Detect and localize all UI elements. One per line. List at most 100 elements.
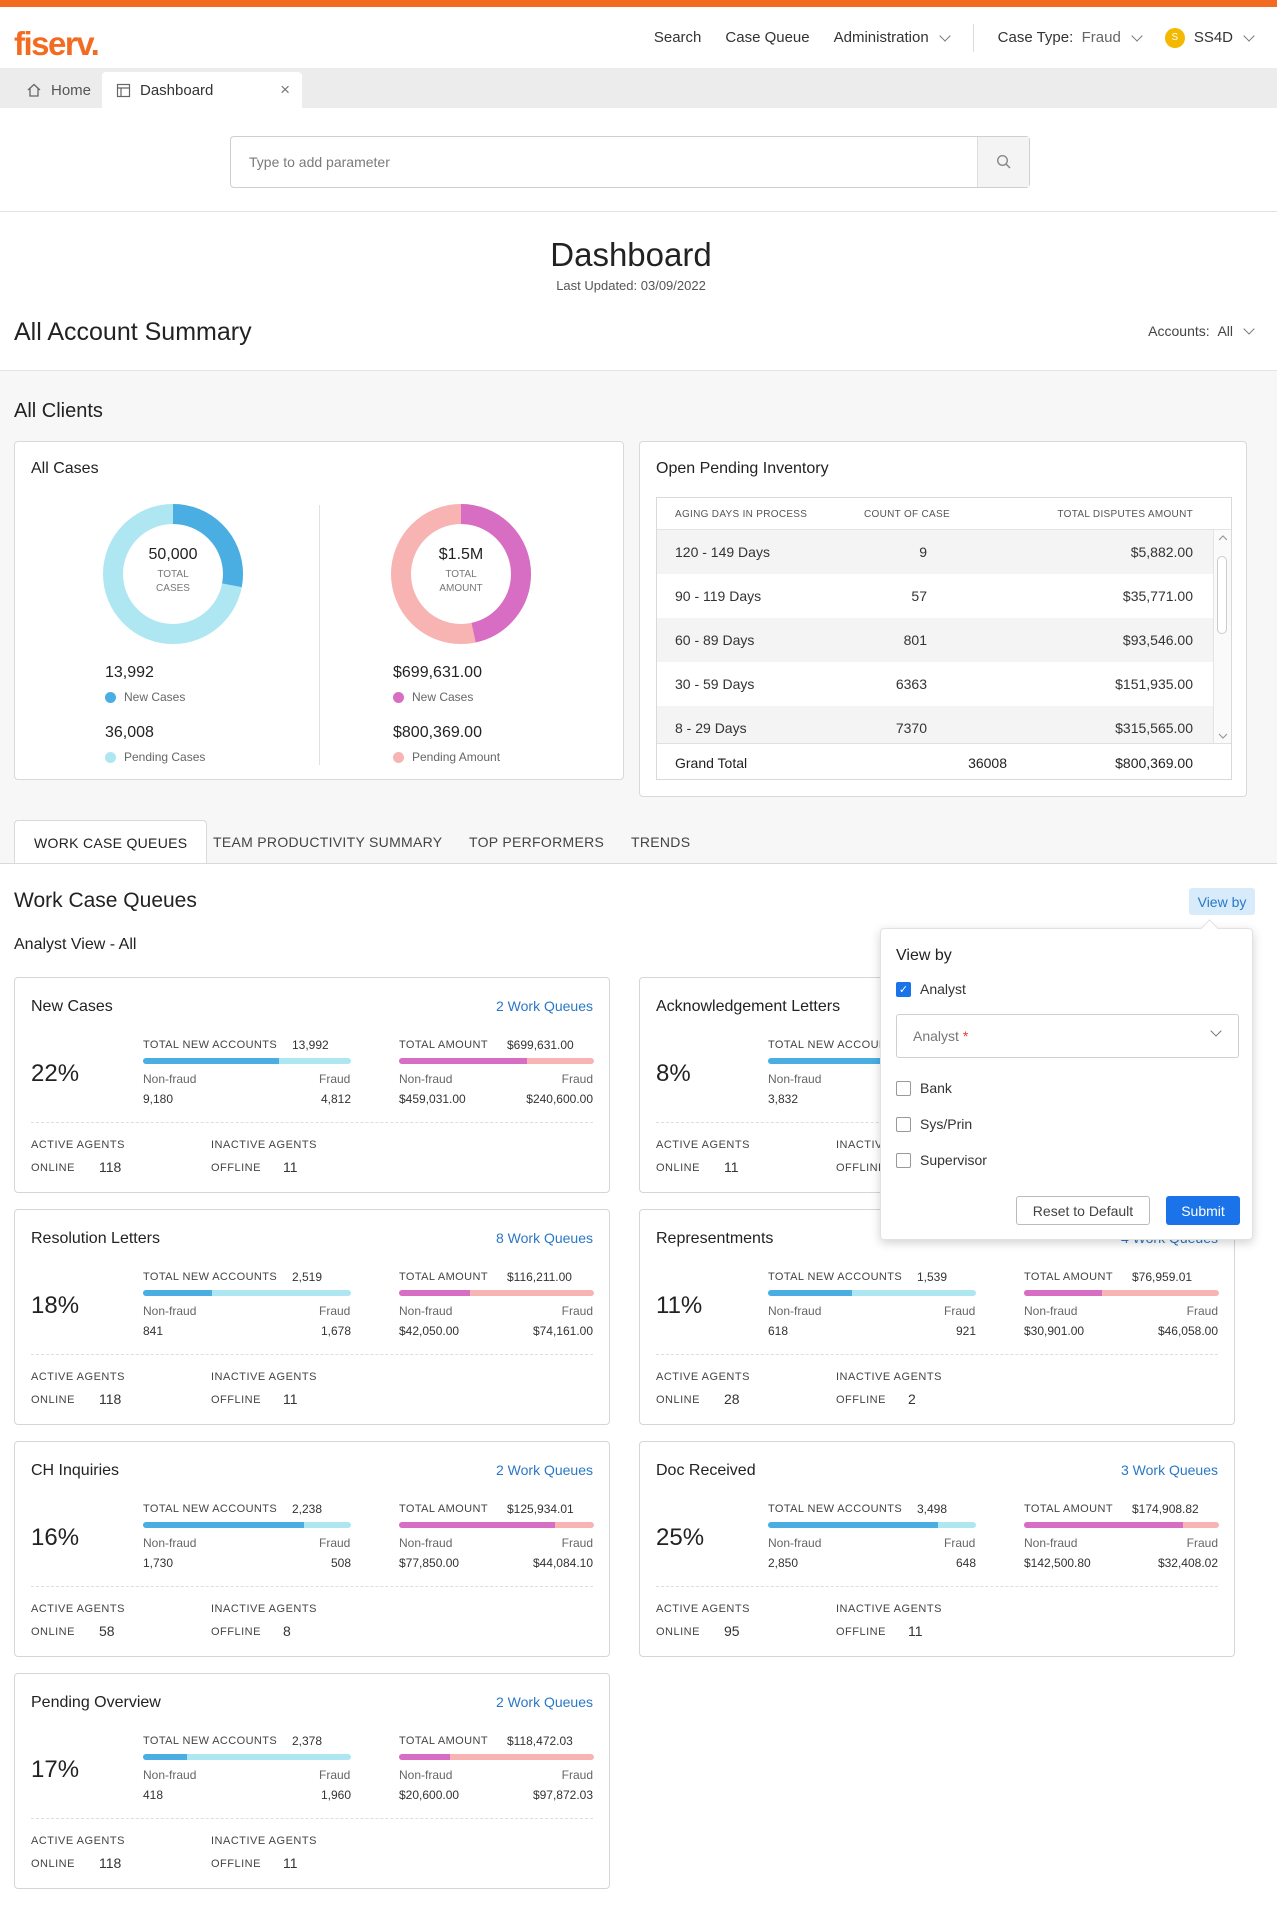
popup-title: View by (896, 947, 952, 964)
search-input[interactable] (231, 137, 979, 187)
check-icon: ✓ (896, 981, 911, 997)
new-cases-value: 13,992 (105, 664, 154, 681)
non-fraud-label: Non-fraud (1024, 1536, 1078, 1550)
queue-percent: 17% (31, 1756, 80, 1783)
count-split-bar (768, 1058, 976, 1064)
checkbox-box (896, 1116, 911, 1132)
work-queues-link[interactable]: 8 Work Queues (495, 1230, 593, 1246)
accounts-filter[interactable]: Accounts: All (1148, 323, 1255, 339)
table-footer: Grand Total 36008 $800,369.00 (657, 743, 1231, 779)
brand-stripe (0, 0, 1277, 7)
online-count: 118 (99, 1855, 122, 1871)
total-new-label: TOTAL NEW ACCOUNTS (768, 1039, 903, 1051)
online-label: ONLINE (31, 1162, 75, 1174)
non-fraud-count: 1,730 (143, 1556, 174, 1570)
amount-split-bar (399, 1058, 594, 1064)
queue-card[interactable]: Doc Received 3 Work Queues 25% TOTAL NEW AC… (639, 1441, 1235, 1657)
view-by-button[interactable]: View by (1189, 888, 1255, 915)
tab-work-case-queues[interactable]: WORK CASE QUEUES (14, 820, 208, 864)
work-queues-link[interactable]: 3 Work Queues (1120, 1462, 1218, 1478)
row-amount: $35,771.00 (1122, 588, 1193, 604)
row-amount: $5,882.00 (1130, 544, 1193, 560)
queue-title: Resolution Letters (31, 1230, 160, 1247)
queue-card[interactable]: CH Inquiries 2 Work Queues 16% TOTAL NEW AC… (14, 1441, 610, 1657)
table-row[interactable]: 90 - 119 Days 57 $35,771.00 (657, 574, 1213, 618)
non-fraud-count: 9,180 (143, 1092, 174, 1106)
analyst-label: Analyst (920, 981, 966, 997)
non-fraud-amount: $77,850.00 (399, 1556, 460, 1570)
fraud-amount: $74,161.00 (532, 1324, 593, 1338)
tab-dashboard[interactable]: Dashboard × (102, 72, 302, 108)
analyst-checkbox[interactable]: ✓ Analyst (896, 981, 966, 997)
case-type-dropdown[interactable]: Case Type: Fraud (998, 29, 1143, 46)
nav-administration[interactable]: Administration (833, 29, 951, 46)
offline-label: OFFLINE (211, 1394, 261, 1406)
total-amount-value: $76,959.01 (1132, 1270, 1193, 1284)
table-row[interactable]: 30 - 59 Days 6363 $151,935.00 (657, 662, 1213, 706)
work-queues-link[interactable]: 2 Work Queues (495, 998, 593, 1014)
pending-amount-value: $800,369.00 (393, 724, 482, 741)
total-new-label: TOTAL NEW ACCOUNTS (143, 1039, 278, 1051)
bank-checkbox[interactable]: Bank (896, 1080, 952, 1096)
header-count: COUNT OF CASE (864, 509, 950, 520)
nav-search[interactable]: Search (654, 29, 702, 46)
search-button[interactable] (977, 137, 1029, 187)
active-agents-label: ACTIVE AGENTS (31, 1603, 125, 1615)
row-amount: $315,565.00 (1115, 720, 1193, 736)
cases-donut-new (103, 504, 243, 644)
grand-total-amount: $800,369.00 (1115, 755, 1193, 771)
tab-home[interactable]: Home (12, 72, 105, 108)
work-queues-link[interactable]: 2 Work Queues (495, 1462, 593, 1478)
submit-button[interactable]: Submit (1166, 1196, 1240, 1225)
work-tabs: WORK CASE QUEUES TEAM PRODUCTIVITY SUMMA… (0, 820, 1277, 864)
offline-count: 11 (908, 1623, 923, 1639)
queue-card[interactable]: Representments4 Work Queues11%TOTAL NEW … (639, 1209, 1235, 1425)
tab-top-performers[interactable]: TOP PERFORMERS (469, 834, 605, 850)
legend-dot (105, 691, 116, 703)
non-fraud-amount-fill (399, 1522, 555, 1528)
summary-title: All Account Summary (14, 318, 252, 346)
total-new-value: 13,992 (292, 1038, 329, 1052)
online-count: 11 (724, 1159, 739, 1175)
inventory-card: Open Pending Inventory AGING DAYS IN PRO… (639, 441, 1247, 797)
tab-trends[interactable]: TRENDS (631, 834, 691, 850)
queue-percent: 11% (656, 1292, 703, 1319)
fraud-count: 1,960 (320, 1788, 351, 1802)
fiserv-logo[interactable]: fiserv. (14, 25, 100, 62)
table-row[interactable]: 60 - 89 Days 801 $93,546.00 (657, 618, 1213, 662)
card-divider (656, 1586, 1218, 1587)
queue-card[interactable]: New Cases 2 Work Queues 22% TOTAL NEW ACCOU… (14, 977, 610, 1193)
nav-case-queue[interactable]: Case Queue (725, 29, 809, 46)
nav-case-queue-label: Case Queue (725, 29, 810, 46)
total-amount-label: TOTAL AMOUNT (399, 1503, 488, 1515)
offline-label: OFFLINE (836, 1162, 886, 1174)
queue-percent: 18% (31, 1292, 80, 1319)
table-scrollbar[interactable] (1213, 530, 1231, 744)
non-fraud-label: Non-fraud (768, 1536, 822, 1550)
queue-card[interactable]: Pending Overview 2 Work Queues 17% TOTAL NE… (14, 1673, 610, 1889)
scroll-thumb[interactable] (1217, 556, 1227, 634)
total-new-label: TOTAL NEW ACCOUNTS (768, 1503, 903, 1515)
close-icon[interactable]: × (280, 80, 290, 99)
table-row[interactable]: 120 - 149 Days 9 $5,882.00 (657, 530, 1213, 574)
non-fraud-count-fill (143, 1522, 304, 1528)
supervisor-checkbox[interactable]: Supervisor (896, 1152, 987, 1168)
work-queues-link[interactable]: 2 Work Queues (495, 1694, 593, 1710)
scroll-down-icon[interactable] (1218, 732, 1228, 740)
tab-team-productivity-summary[interactable]: TEAM PRODUCTIVITY SUMMARY (213, 834, 443, 850)
non-fraud-count-fill (768, 1522, 938, 1528)
scroll-up-icon[interactable] (1218, 534, 1228, 542)
work-queues-title: Work Case Queues (14, 889, 197, 912)
total-amount-value: $174,908.82 (1132, 1502, 1199, 1516)
reset-button[interactable]: Reset to Default (1016, 1196, 1150, 1225)
analyst-select[interactable]: Analyst * (896, 1014, 1239, 1058)
nav-administration-label: Administration (833, 29, 929, 46)
total-new-value: 1,539 (917, 1270, 948, 1284)
user-menu[interactable]: S SS4D (1164, 27, 1255, 48)
queue-title: New Cases (31, 998, 113, 1015)
queue-card[interactable]: Resolution Letters 8 Work Queues 18% TOTAL … (14, 1209, 610, 1425)
table-row[interactable]: 8 - 29 Days 7370 $315,565.00 (657, 706, 1213, 744)
total-cases-value: 50,000 (148, 546, 198, 563)
sys-prin-checkbox[interactable]: Sys/Prin (896, 1116, 972, 1132)
non-fraud-label: Non-fraud (143, 1536, 197, 1550)
